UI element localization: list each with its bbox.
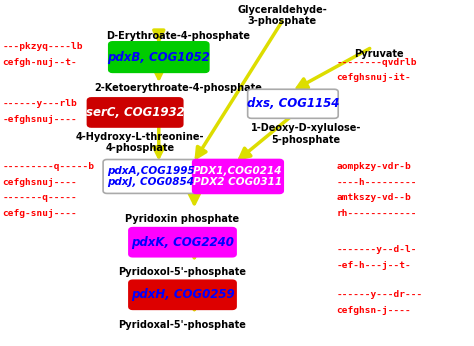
Text: Pyridoxal-5'-phosphate: Pyridoxal-5'-phosphate [118,320,246,329]
Text: pdxB, COG1052: pdxB, COG1052 [108,51,210,64]
Text: ----h---------: ----h--------- [337,178,417,187]
Text: 4-Hydroxy-L-threonine-
4-phosphate: 4-Hydroxy-L-threonine- 4-phosphate [75,132,204,153]
Text: pdxK, COG2240: pdxK, COG2240 [131,236,234,249]
Text: cefghsn-j----: cefghsn-j---- [337,306,411,315]
Text: cefg-snuj----: cefg-snuj---- [2,209,77,218]
Text: -------y--d-l-: -------y--d-l- [337,245,417,254]
Text: amtkszy-vd--b: amtkszy-vd--b [337,193,411,202]
Text: pdxA,COG1995
pdxJ, COG0854: pdxA,COG1995 pdxJ, COG0854 [107,166,195,187]
Text: Pyruvate: Pyruvate [355,49,404,58]
Text: pdxH, COG0259: pdxH, COG0259 [131,288,234,301]
Text: -ef-h---j--t-: -ef-h---j--t- [337,261,411,270]
FancyBboxPatch shape [129,228,236,257]
Text: dxs, COG1154: dxs, COG1154 [247,97,339,110]
FancyBboxPatch shape [247,89,338,118]
Text: cefghsnuj----: cefghsnuj---- [2,178,77,187]
Text: Pyridoxol-5'-phosphate: Pyridoxol-5'-phosphate [118,267,246,276]
Text: D-Erythroate-4-phosphate: D-Erythroate-4-phosphate [106,31,250,41]
Text: rh------------: rh------------ [337,209,417,218]
Text: -efghsnuj----: -efghsnuj---- [2,115,77,124]
Text: PDX1,COG0214
PDX2 COG0311: PDX1,COG0214 PDX2 COG0311 [193,166,283,187]
Text: cefgh-nuj--t-: cefgh-nuj--t- [2,58,77,67]
Text: 2-Ketoerythroate-4-phosphate: 2-Ketoerythroate-4-phosphate [94,83,262,93]
FancyBboxPatch shape [192,160,283,193]
Text: Pyridoxin phosphate: Pyridoxin phosphate [126,214,239,224]
FancyBboxPatch shape [103,160,198,193]
Text: --------qvdrlb: --------qvdrlb [337,58,417,67]
Text: serC, COG1932: serC, COG1932 [86,106,184,119]
Text: Glyceraldehyde-
3-phosphate: Glyceraldehyde- 3-phosphate [237,5,327,26]
Text: -------q-----: -------q----- [2,193,77,202]
Text: ---pkzyq----lb: ---pkzyq----lb [2,42,83,51]
Text: ------y---rlb: ------y---rlb [2,99,77,108]
FancyBboxPatch shape [109,42,209,72]
FancyBboxPatch shape [87,98,182,127]
Text: ------y---dr---: ------y---dr--- [337,290,423,299]
Text: aompkzy-vdr-b: aompkzy-vdr-b [337,162,411,171]
Text: ---------q-----b: ---------q-----b [2,162,94,171]
Text: 1-Deoxy-D-xylulose-
5-phosphate: 1-Deoxy-D-xylulose- 5-phosphate [251,124,361,145]
FancyBboxPatch shape [129,280,236,309]
Text: cefghsnuj-it-: cefghsnuj-it- [337,73,411,82]
